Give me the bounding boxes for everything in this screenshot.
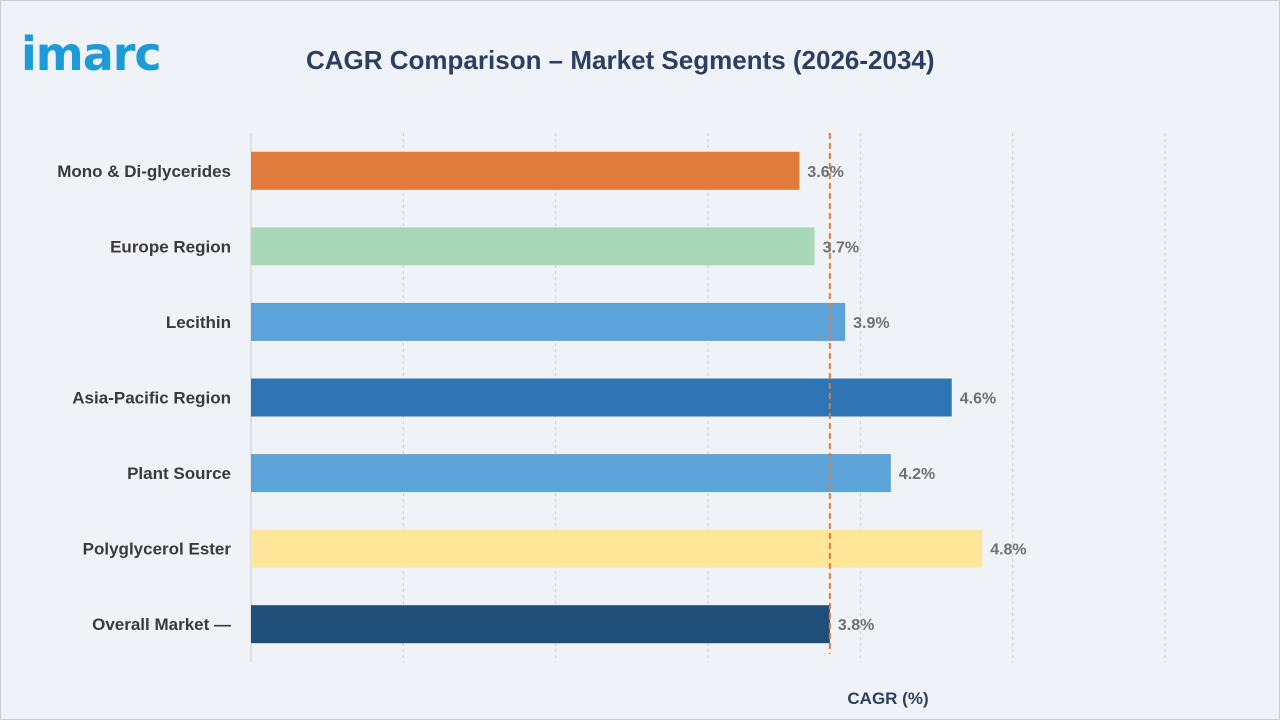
bar <box>251 378 952 417</box>
category-label: Asia-Pacific Region <box>72 389 231 408</box>
bars <box>251 151 983 644</box>
labels: Mono & Di-glycerides 3.6% Europe Region 3.7… <box>57 162 1026 634</box>
category-label: Mono & Di-glycerides <box>57 162 231 181</box>
category-label: Polyglycerol Ester <box>83 540 232 559</box>
category-label: Overall Market — <box>92 615 231 634</box>
x-axis-label: CAGR (%) <box>847 689 928 708</box>
value-label: 3.6% <box>807 164 843 181</box>
value-label: 3.9% <box>853 315 889 332</box>
value-label: 3.8% <box>838 617 874 634</box>
bar <box>251 605 830 644</box>
bar <box>251 454 891 493</box>
value-label: 3.7% <box>823 239 859 256</box>
bar <box>251 529 983 568</box>
bar <box>251 302 846 341</box>
value-label: 4.8% <box>990 542 1026 559</box>
bar <box>251 151 800 190</box>
value-label: 4.6% <box>960 391 996 408</box>
category-label: Plant Source <box>127 464 231 483</box>
bar <box>251 227 815 266</box>
chart-title: CAGR Comparison – Market Segments (2026-… <box>306 45 935 75</box>
imarc-logo: imarc <box>21 27 162 81</box>
category-label: Europe Region <box>110 237 231 256</box>
value-label: 4.2% <box>899 466 935 483</box>
category-label: Lecithin <box>166 313 231 332</box>
